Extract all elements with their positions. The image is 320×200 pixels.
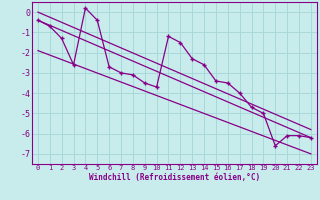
X-axis label: Windchill (Refroidissement éolien,°C): Windchill (Refroidissement éolien,°C) <box>89 173 260 182</box>
